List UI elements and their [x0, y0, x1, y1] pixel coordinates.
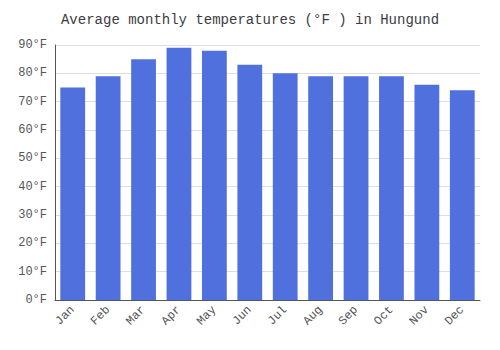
svg-text:80°F: 80°F	[18, 66, 47, 80]
svg-text:10°F: 10°F	[18, 265, 47, 279]
svg-text:30°F: 30°F	[18, 208, 47, 222]
svg-text:Apr: Apr	[159, 303, 184, 328]
svg-text:40°F: 40°F	[18, 180, 47, 194]
svg-text:20°F: 20°F	[18, 236, 47, 250]
svg-text:0°F: 0°F	[25, 293, 47, 307]
svg-text:Dec: Dec	[442, 303, 467, 328]
svg-text:Aug: Aug	[300, 303, 325, 328]
svg-text:Jul: Jul	[265, 303, 290, 328]
svg-text:Jun: Jun	[230, 303, 255, 328]
svg-text:50°F: 50°F	[18, 151, 47, 165]
svg-text:70°F: 70°F	[18, 95, 47, 109]
svg-text:Jan: Jan	[53, 303, 78, 328]
svg-text:Sep: Sep	[336, 303, 361, 328]
svg-text:Average monthly temperatures (: Average monthly temperatures (°F ) in Hu…	[61, 12, 439, 28]
svg-text:Mar: Mar	[123, 303, 148, 328]
svg-text:60°F: 60°F	[18, 123, 47, 137]
svg-text:Feb: Feb	[88, 303, 113, 328]
svg-text:Oct: Oct	[371, 303, 396, 328]
svg-text:May: May	[194, 303, 219, 328]
svg-text:Nov: Nov	[407, 303, 432, 328]
svg-text:90°F: 90°F	[18, 38, 47, 52]
